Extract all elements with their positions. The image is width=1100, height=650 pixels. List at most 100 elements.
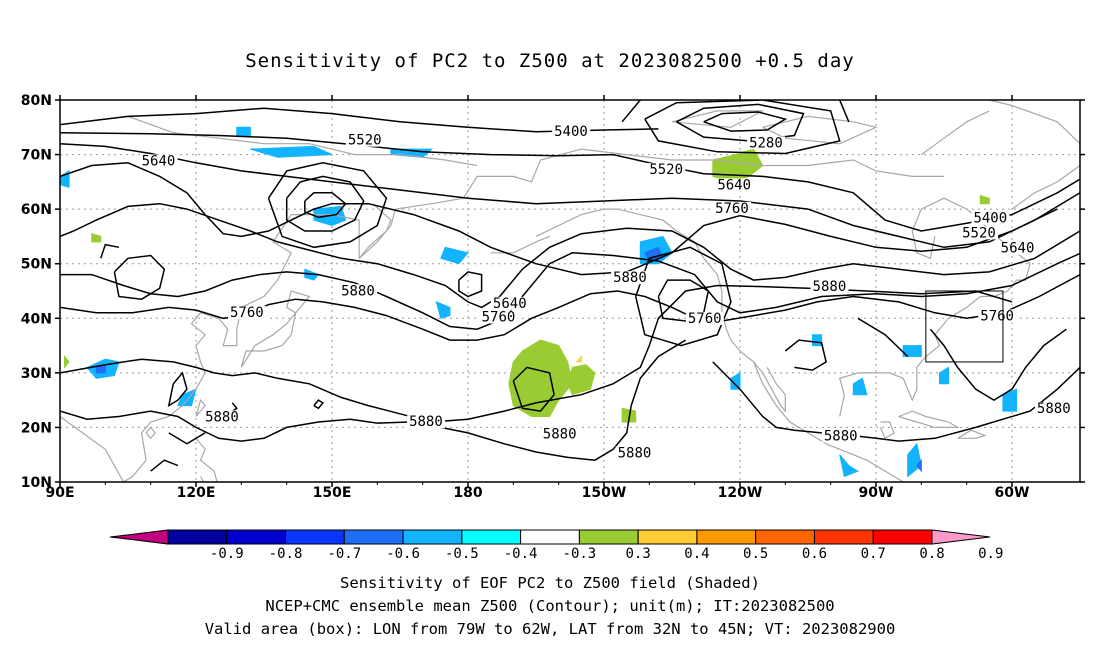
sensitivity-area [440, 246, 469, 265]
caption-shading: Sensitivity of EOF PC2 to Z500 field (Sh… [340, 574, 760, 592]
contour-label: 5760 [715, 201, 749, 217]
contour-line [676, 103, 805, 142]
coastline [838, 197, 1031, 417]
sensitivity-area [852, 377, 868, 396]
lat-tick-label: 50N [21, 257, 52, 273]
contour-label-bg [228, 306, 266, 320]
sensitivity-area [812, 334, 823, 347]
contour-line [839, 100, 850, 123]
contour-line [285, 175, 365, 232]
colorbar-label: 0.9 [978, 546, 1003, 562]
sensitivity-area [91, 233, 102, 243]
contour-line [857, 317, 909, 358]
coastlines [60, 100, 1080, 482]
contour-line [712, 361, 1080, 442]
colorbar-box [402, 529, 463, 545]
contour-line [267, 162, 388, 249]
contour-line [168, 432, 206, 445]
contour-label: 5760 [980, 308, 1014, 324]
contour-label-bg [747, 136, 786, 150]
colorbar-label: 0.8 [919, 546, 944, 562]
contour-label-bg [998, 241, 1037, 255]
lon-tick-label: 150W [582, 485, 627, 501]
colorbar-label: -0.9 [210, 546, 244, 562]
contour-line [167, 371, 188, 408]
coastline [490, 235, 550, 254]
contour-label-bg [490, 296, 529, 310]
colorbar-box [461, 529, 522, 545]
sensitivity-area [916, 458, 922, 473]
lat-tick-label: 20N [21, 420, 52, 436]
colorbar-box [872, 529, 933, 545]
colorbar-box [285, 529, 345, 545]
contour-line [929, 328, 1067, 401]
contour-line [313, 399, 325, 410]
contour-label-bg [713, 201, 752, 215]
contour-line [60, 202, 1080, 309]
contour-line [60, 339, 686, 461]
colorbar-triangle-left [109, 529, 169, 545]
lat-tick-label: 70N [21, 148, 52, 164]
contour-line [703, 111, 788, 132]
contour-label: 5640 [1001, 241, 1035, 257]
colorbar-box [226, 529, 287, 545]
colorbar-label: -0.6 [386, 546, 420, 562]
contour-label-bg [685, 312, 724, 326]
contour-label: 5520 [962, 225, 996, 241]
contour-line [634, 246, 732, 347]
colorbar-label: 0.4 [684, 546, 709, 562]
coastline [195, 398, 206, 417]
contour-label: 5640 [493, 296, 527, 312]
contour-line [512, 366, 555, 412]
colorbar-label: -0.4 [504, 546, 538, 562]
contour-label-bg [339, 284, 378, 298]
contour-label: 5880 [813, 279, 847, 295]
caption-contour: NCEP+CMC ensemble mean Z500 (Contour); u… [265, 597, 835, 615]
contour-label-bg [971, 211, 1010, 225]
contour-label: 5760 [688, 311, 722, 327]
contour-line [113, 254, 166, 300]
contour-label-bg [345, 133, 384, 147]
contour-label: 5280 [749, 135, 783, 151]
lon-tick-label: 120W [718, 485, 763, 501]
sensitivity-area [712, 148, 764, 183]
contour-label: 5760 [482, 309, 516, 325]
colorbar-label: -0.3 [563, 546, 597, 562]
colorbar-box [637, 529, 698, 545]
contour-label-bg [540, 427, 579, 441]
colorbar-box [343, 529, 404, 545]
coastline [195, 437, 218, 482]
coastline [145, 426, 156, 440]
contour-line [231, 402, 238, 412]
lon-tick-label: 120E [177, 485, 216, 501]
contour-label-bg [203, 410, 242, 424]
coastline [753, 361, 786, 413]
contour-label: 5880 [613, 270, 647, 286]
contour-label: 5400 [554, 124, 588, 140]
contour-label: 5640 [717, 177, 751, 193]
coastline [671, 110, 763, 128]
sensitivity-area [60, 170, 70, 188]
coastline [879, 421, 895, 440]
lat-tick-label: 80N [21, 93, 52, 109]
contour-label-bg [611, 271, 650, 285]
contour-line [100, 243, 120, 259]
colorbar-box [755, 529, 815, 545]
contour-line [60, 284, 1013, 423]
sensitivity-area [567, 364, 596, 396]
colorbar-label: 0.6 [802, 546, 827, 562]
contour-label-bg [978, 309, 1017, 323]
coastline [762, 115, 878, 145]
contour-label-bg [552, 124, 591, 138]
map-frame [59, 99, 1081, 483]
contour-label-bg [615, 446, 654, 460]
contour-line [458, 271, 483, 298]
coastline [957, 429, 987, 439]
contour-label: 5880 [618, 445, 652, 461]
colorbar-box [578, 529, 639, 545]
colorbar-box [696, 529, 757, 545]
contour-line [644, 100, 841, 155]
sensitivity-area [839, 454, 860, 478]
contour-label-bg [960, 226, 999, 240]
coastline [60, 148, 944, 482]
